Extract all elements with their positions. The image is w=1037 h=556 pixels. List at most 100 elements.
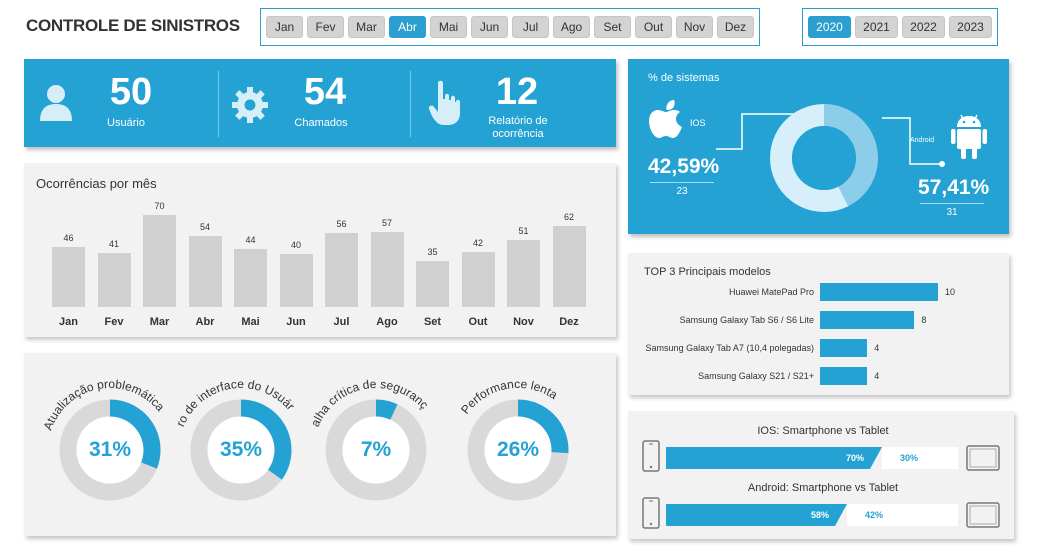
month-button-jul[interactable]: Jul [512, 16, 549, 38]
year-button-2022[interactable]: 2022 [902, 16, 945, 38]
model-label: Huawei MatePad Pro [728, 287, 814, 297]
android-icon [950, 113, 988, 163]
kpi-users-value: 50 [109, 71, 153, 113]
donut-inner [484, 416, 552, 484]
comparison-title: IOS: Smartphone vs Tablet [757, 425, 889, 437]
month-button-abr[interactable]: Abr [389, 16, 426, 38]
ios-count: 23 [676, 186, 688, 197]
year-button-2020[interactable]: 2020 [808, 16, 851, 38]
problem-percent: 35% [219, 438, 263, 461]
model-label: Samsung Galaxy S21 / S21+ [698, 371, 814, 381]
smartphone-share-bar: 70% [666, 447, 870, 469]
kpi-tickets-label: Chamados [294, 117, 348, 129]
bar-value-label: 44 [245, 235, 256, 246]
kpi-users-label: Usuário [107, 117, 145, 129]
bar-ago [370, 232, 404, 307]
systems-panel: % de sistemas IOS 42,59% 23 Android 57 [628, 59, 1009, 234]
monthly-chart-panel: Ocorrências por mês 46 Jan 41 Fev 70 Mar 54 Abr… [24, 163, 616, 337]
systems-title: % de sistemas [648, 72, 720, 84]
kpi-panel: 50 Usuário 54 Chamados 12 Relatório [24, 59, 616, 147]
donut-inner [76, 416, 144, 484]
donut-value-arc [518, 399, 569, 454]
bar-value-label: 57 [381, 218, 392, 229]
problem-donut: Performance lenta [458, 377, 569, 501]
bar-value-label: 42 [472, 237, 483, 248]
month-button-ago[interactable]: Ago [553, 16, 590, 38]
donut-slice-android [770, 104, 849, 212]
systems-donut [770, 104, 878, 212]
bar-value-label: 54 [199, 222, 210, 233]
page-title: CONTROLE DE SINISTROS [26, 16, 240, 35]
top-models-panel: TOP 3 Principais modelos Huawei MatePad … [628, 253, 1009, 395]
bar-category-label: Jan [59, 316, 78, 328]
android-count: 31 [946, 207, 958, 218]
bar-value-label: 40 [290, 240, 301, 251]
bar-category-label: Set [423, 316, 442, 328]
donut-value-arc [376, 399, 398, 420]
model-bar [820, 367, 868, 385]
model-value: 4 [874, 371, 880, 381]
month-button-nov[interactable]: Nov [676, 16, 713, 38]
bar-dez [552, 225, 586, 307]
bar-value-label: 41 [108, 239, 119, 250]
month-button-jan[interactable]: Jan [266, 16, 303, 38]
monthly-bar-chart: 46 Jan 41 Fev 70 Mar 54 Abr 44 Mai 40 Jun 56 Jul 57 Ago… [24, 163, 616, 337]
tablet-icon [966, 502, 1000, 533]
bar-abr [188, 236, 222, 307]
smartphone-share-bar: 58% [666, 504, 835, 526]
monthly-chart-title: Ocorrências por mês [36, 176, 157, 191]
bar-category-label: Ago [376, 316, 398, 328]
kpi-tickets-value: 54 [303, 71, 347, 113]
bar-jan [52, 246, 85, 307]
kpi-divider [410, 71, 411, 137]
month-slicer: Jan Fev Mar Abr Mai Jun Jul Ago Set Out Nov Dez [260, 8, 760, 46]
model-value: 8 [921, 315, 927, 325]
tablet-icon [966, 445, 1000, 476]
apple-icon [648, 98, 684, 140]
month-button-out[interactable]: Out [635, 16, 672, 38]
bar-category-label: Mai [241, 316, 260, 328]
android-percent: 57,41% [918, 176, 990, 199]
bar-category-label: Out [468, 316, 488, 328]
smartphone-icon [642, 440, 660, 477]
year-button-2023[interactable]: 2023 [949, 16, 992, 38]
bar-category-label: Nov [513, 316, 534, 328]
ios-label: IOS [690, 118, 706, 128]
problem-donut: Erro de interface do Usuário [161, 353, 298, 501]
month-button-dez[interactable]: Dez [717, 16, 754, 38]
month-button-mar[interactable]: Mar [348, 16, 385, 38]
month-button-set[interactable]: Set [594, 16, 631, 38]
top-models-title: TOP 3 Principais modelos [644, 266, 771, 278]
comparison-title: Android: Smartphone vs Tablet [747, 482, 899, 494]
kpi-reports-value: 12 [495, 71, 539, 113]
problem-percent: 31% [88, 438, 132, 461]
year-slicer: 2020 2021 2022 2023 [802, 8, 998, 46]
year-button-2021[interactable]: 2021 [855, 16, 898, 38]
problem-percent: 26% [496, 438, 540, 461]
android-label: Android [910, 137, 935, 144]
bar-mar [143, 215, 176, 307]
month-button-mai[interactable]: Mai [430, 16, 467, 38]
top-models-bar-chart: Huawei MatePad Pro 10 Samsung Galaxy Tab S… [628, 253, 1009, 395]
device-comparison-panel: IOS: Smartphone vs Tablet 70% 30% Android: … [628, 411, 1014, 539]
kpi-divider [218, 71, 219, 137]
bar-value-label: 70 [154, 201, 165, 211]
donut-inner [342, 416, 410, 484]
month-button-jun[interactable]: Jun [471, 16, 508, 38]
kpi-reports-label: Relatório de ocorrência [488, 115, 548, 140]
model-bar [820, 311, 915, 329]
tablet-share-bar: 42% [847, 504, 958, 526]
model-bar [820, 339, 868, 357]
problem-percent: 7% [360, 438, 392, 461]
bar-jun [279, 254, 313, 307]
ios-percent: 42,59% [648, 155, 720, 178]
bar-out [461, 251, 495, 307]
bar-category-label: Dez [559, 316, 579, 328]
bar-divider [870, 447, 882, 469]
problem-donut: Falha crítica de segurança [296, 353, 431, 501]
bar-mai [234, 249, 267, 307]
bar-value-label: 56 [336, 219, 347, 230]
month-button-fev[interactable]: Fev [307, 16, 344, 38]
bar-category-label: Mar [149, 316, 170, 328]
